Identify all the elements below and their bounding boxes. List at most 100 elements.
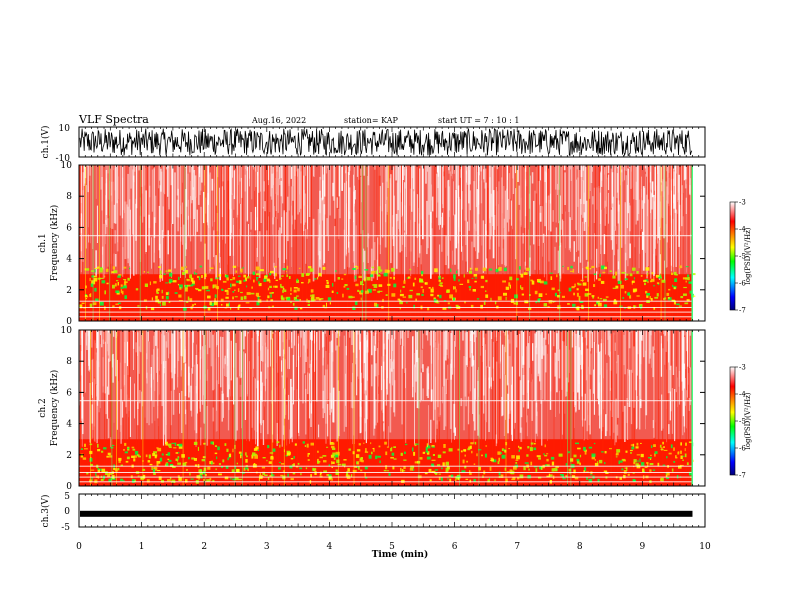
low-frequency-emission <box>519 446 522 450</box>
noise-streak <box>279 227 281 279</box>
sferic-line <box>236 165 238 321</box>
low-frequency-emission <box>108 472 113 475</box>
low-frequency-emission <box>171 442 175 444</box>
sferic-line <box>306 165 307 321</box>
noise-streak <box>80 165 83 203</box>
low-frequency-emission <box>651 445 653 448</box>
noise-streak <box>540 330 542 404</box>
low-frequency-emission <box>435 301 439 303</box>
low-frequency-emission <box>275 285 278 288</box>
low-frequency-emission <box>210 441 214 445</box>
low-frequency-emission <box>331 461 333 465</box>
low-frequency-emission <box>533 466 538 468</box>
sferic-line <box>524 165 525 321</box>
noise-streak <box>664 260 665 281</box>
low-frequency-emission <box>117 275 121 278</box>
low-frequency-emission <box>676 457 678 459</box>
low-frequency-emission <box>449 478 452 483</box>
low-frequency-emission <box>426 456 431 460</box>
low-frequency-emission <box>158 266 161 268</box>
noise-streak <box>607 330 609 340</box>
low-frequency-emission <box>280 278 282 280</box>
low-frequency-emission <box>540 466 543 470</box>
colorbar-tick-label: -7 <box>739 307 746 315</box>
noise-streak <box>256 330 259 342</box>
low-frequency-emission <box>527 446 530 449</box>
low-frequency-emission <box>290 287 292 292</box>
noise-streak <box>291 386 293 437</box>
sferic-line <box>590 330 592 486</box>
low-frequency-emission <box>653 284 655 287</box>
low-frequency-emission <box>276 441 280 444</box>
low-frequency-emission <box>168 446 172 448</box>
narrowband-line <box>79 300 693 302</box>
low-frequency-emission <box>550 456 555 460</box>
sferic-line <box>104 330 106 486</box>
low-frequency-emission <box>487 479 490 483</box>
low-frequency-emission <box>267 445 270 449</box>
sferic-line <box>178 330 179 486</box>
noise-streak <box>675 366 677 393</box>
low-frequency-emission <box>231 469 235 473</box>
sferic-line <box>268 330 270 486</box>
noise-streak <box>148 341 150 426</box>
noise-streak <box>253 330 254 369</box>
noise-streak <box>398 330 400 401</box>
noise-streak <box>592 165 593 172</box>
sferic-line <box>484 330 486 486</box>
noise-streak <box>359 341 361 434</box>
noise-streak <box>654 165 655 191</box>
ch3-waveform-trace <box>80 510 693 517</box>
low-frequency-emission <box>100 468 102 471</box>
low-frequency-emission <box>317 450 319 453</box>
noise-streak <box>422 330 424 349</box>
sferic-line <box>240 330 241 486</box>
low-frequency-emission <box>484 299 486 301</box>
noise-streak <box>480 165 483 204</box>
time-axis-ticks: 0 1 2 3 4 5 6 7 8 9 10 <box>76 127 711 552</box>
noise-streak <box>644 165 646 169</box>
noise-streak <box>310 403 312 427</box>
low-frequency-emission <box>150 307 155 311</box>
low-frequency-emission <box>299 299 301 301</box>
low-frequency-emission <box>456 270 458 274</box>
noise-streak <box>288 346 290 370</box>
low-frequency-emission <box>235 270 238 273</box>
sferic-line <box>385 330 387 486</box>
noise-streak <box>486 230 488 261</box>
noise-streak <box>387 330 388 379</box>
low-frequency-emission <box>113 270 118 273</box>
edge-column <box>691 165 693 321</box>
noise-streak <box>343 229 345 270</box>
noise-streak <box>261 330 263 361</box>
low-frequency-emission <box>455 479 457 481</box>
low-frequency-emission <box>524 300 529 304</box>
low-frequency-emission <box>551 461 555 466</box>
low-frequency-emission <box>251 286 253 289</box>
noise-streak <box>672 330 675 375</box>
broadband-streak <box>139 165 141 321</box>
noise-streak <box>616 330 618 363</box>
low-frequency-emission <box>691 295 696 297</box>
low-frequency-emission <box>300 473 302 476</box>
ch2-colorbar-ticks: -3-4-5-6-7 <box>735 364 746 480</box>
low-frequency-emission <box>165 282 168 284</box>
sferic-line <box>256 165 257 321</box>
low-frequency-emission <box>390 448 393 452</box>
noise-streak <box>208 330 211 348</box>
low-frequency-emission <box>167 479 171 482</box>
noise-streak <box>269 330 271 367</box>
noise-streak <box>268 216 270 273</box>
noise-streak <box>670 179 672 272</box>
low-frequency-emission <box>201 275 203 278</box>
low-frequency-emission <box>497 461 500 464</box>
noise-streak <box>618 204 620 281</box>
low-frequency-emission <box>169 272 173 277</box>
low-frequency-emission <box>679 265 682 269</box>
noise-streak <box>611 207 614 250</box>
noise-streak <box>561 330 563 390</box>
low-frequency-emission <box>393 458 397 460</box>
noise-streak <box>526 346 527 423</box>
low-frequency-emission <box>79 304 83 309</box>
